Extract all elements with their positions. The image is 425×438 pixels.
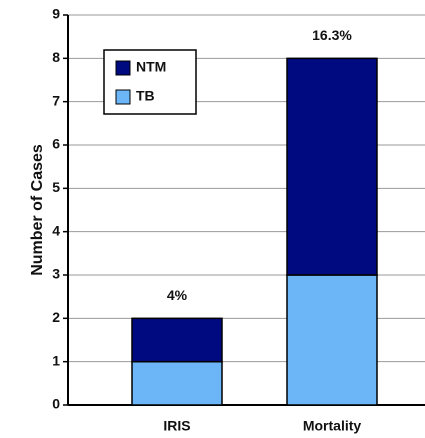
bar-label: 16.3%	[312, 27, 352, 43]
y-tick-label: 8	[52, 49, 60, 65]
y-tick-label: 2	[52, 309, 60, 325]
bar-segment	[131, 360, 223, 406]
bar-segment	[286, 57, 378, 276]
bar-segment	[131, 317, 223, 363]
y-tick-label: 5	[52, 179, 60, 195]
y-tick-label: 4	[52, 222, 60, 238]
x-tick-label: IRIS	[163, 418, 190, 434]
y-axis-label: Number of Cases	[29, 144, 46, 276]
y-tick-label: 1	[52, 352, 60, 368]
bar-segment	[286, 274, 378, 406]
legend-swatch	[115, 60, 131, 76]
y-tick-label: 6	[52, 136, 60, 152]
bar-label: 4%	[167, 287, 188, 303]
legend-swatch	[115, 89, 131, 105]
legend-label: TB	[136, 88, 155, 104]
y-tick-label: 3	[52, 266, 60, 282]
legend-label: NTM	[136, 59, 166, 75]
y-tick-label: 9	[52, 6, 60, 22]
y-tick-label: 7	[52, 92, 60, 108]
x-tick-label: Mortality	[303, 418, 362, 434]
y-tick-label: 0	[52, 396, 60, 412]
